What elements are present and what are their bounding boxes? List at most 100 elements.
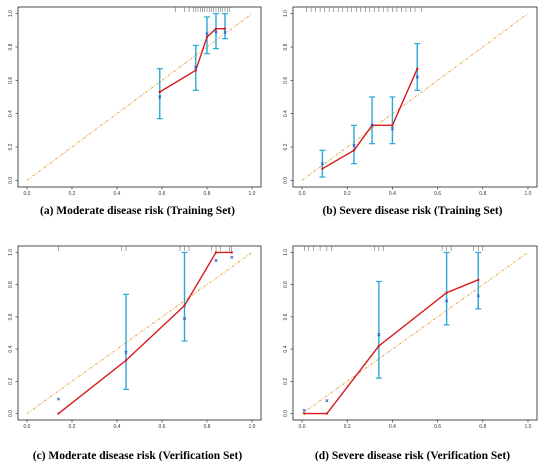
corrected-mark-stroke xyxy=(445,299,449,303)
corrected-point xyxy=(390,127,394,131)
observed-line xyxy=(159,28,225,93)
corrected-mark-stroke xyxy=(302,408,306,412)
corrected-point xyxy=(370,123,374,127)
x-tick-label: 0.6 xyxy=(159,424,166,430)
panel-d: 0.0 0.0 0.2 0.2 0.4 0.4 0.6 0.6 0.8 0.8 1.0 1.0 (d)… xyxy=(275,237,550,471)
x-tick-label: 0.2 xyxy=(69,424,76,430)
reference-line xyxy=(301,252,529,414)
corrected-point xyxy=(158,95,162,99)
y-tick-label: 0.6 xyxy=(283,313,289,320)
corrected-point xyxy=(320,162,324,166)
x-tick-label: 0.0 xyxy=(299,424,306,430)
panel-b: 0.0 0.0 0.2 0.2 0.4 0.4 0.6 0.6 0.8 0.8 1.0 1.0 (b)… xyxy=(275,0,550,234)
plot-frame xyxy=(292,245,538,421)
y-tick-label: 0.2 xyxy=(8,378,14,385)
corrected-point xyxy=(415,75,419,79)
observed-point xyxy=(205,35,209,39)
corrected-mark-stroke xyxy=(320,162,324,166)
y-tick-label: 0.8 xyxy=(8,281,14,288)
x-tick-label: 0.4 xyxy=(114,424,121,430)
corrected-point xyxy=(230,255,234,259)
y-tick-label: 0.0 xyxy=(283,410,289,417)
y-tick-label: 0.8 xyxy=(8,43,14,50)
x-tick-label: 1.0 xyxy=(524,191,531,197)
observed-point xyxy=(214,251,218,254)
reference-line xyxy=(301,13,529,181)
corrected-point xyxy=(302,408,306,412)
observed-point xyxy=(223,27,227,30)
y-tick-label: 0.0 xyxy=(8,410,14,417)
y-tick-label: 0.6 xyxy=(8,77,14,84)
calibration-plot-c: 0.0 0.0 0.2 0.2 0.4 0.4 0.6 0.6 0.8 0.8 1.0 1.0 xyxy=(8,245,262,430)
corrected-point xyxy=(214,258,218,263)
x-tick-label: 0.6 xyxy=(434,424,441,430)
caption-a: (a) Moderate disease risk (Training Set) xyxy=(40,205,235,217)
y-tick-label: 0.6 xyxy=(8,313,14,320)
y-tick-label: 0.0 xyxy=(8,177,14,184)
observed-point xyxy=(230,251,233,254)
plot-frame xyxy=(17,245,262,421)
y-tick-label: 0.8 xyxy=(283,43,289,50)
corrected-mark-stroke xyxy=(230,255,234,259)
x-tick-label: 0.6 xyxy=(159,191,166,197)
observed-point xyxy=(477,278,480,282)
corrected-mark-stroke xyxy=(325,399,329,403)
calibration-plot-d: 0.0 0.0 0.2 0.2 0.4 0.4 0.6 0.6 0.8 0.8 1.0 1.0 xyxy=(283,245,538,430)
y-tick-label: 0.4 xyxy=(8,345,14,352)
calibration-plot-b: 0.0 0.0 0.2 0.2 0.4 0.4 0.6 0.6 0.8 0.8 1.0 1.0 xyxy=(283,6,538,197)
corrected-mark-stroke xyxy=(124,350,128,354)
x-tick-label: 0.4 xyxy=(114,191,121,197)
caption-b: (b) Severe disease risk (Training Set) xyxy=(322,205,503,217)
corrected-mark-stroke xyxy=(158,95,162,99)
x-tick-label: 1.0 xyxy=(524,424,531,430)
panel-c: 0.0 0.0 0.2 0.2 0.4 0.4 0.6 0.6 0.8 0.8 1.0 1.0 (c)… xyxy=(0,237,275,471)
corrected-point xyxy=(56,397,61,401)
y-tick-label: 0.6 xyxy=(283,77,289,84)
x-tick-label: 1.0 xyxy=(249,424,256,430)
observed-point xyxy=(124,359,128,362)
x-tick-label: 0.2 xyxy=(344,191,351,197)
corrected-mark-stroke xyxy=(370,123,374,127)
corrected-mark-stroke xyxy=(182,316,187,321)
observed-line xyxy=(322,68,418,170)
corrected-point xyxy=(352,143,356,147)
observed-point xyxy=(445,291,448,294)
corrected-point xyxy=(194,65,198,69)
observed-point xyxy=(325,412,329,415)
observed-line xyxy=(58,251,232,415)
corrected-mark-stroke xyxy=(56,397,61,401)
x-tick-label: 0.8 xyxy=(204,191,211,197)
x-tick-label: 1.0 xyxy=(249,191,256,197)
x-tick-label: 0.4 xyxy=(389,191,396,197)
y-tick-label: 0.2 xyxy=(283,143,289,150)
observed-point xyxy=(214,27,218,30)
corrected-point xyxy=(325,399,329,403)
y-tick-label: 0.2 xyxy=(8,143,14,150)
observed-point xyxy=(377,344,381,348)
x-tick-label: 0.0 xyxy=(299,191,306,197)
calibration-plot-a: 0.0 0.0 0.2 0.2 0.4 0.4 0.6 0.6 0.8 0.8 1.0 1.0 xyxy=(8,6,262,197)
corrected-mark-stroke xyxy=(223,30,227,34)
corrected-mark-stroke xyxy=(214,30,218,34)
corrected-mark-stroke xyxy=(214,258,218,263)
y-tick-label: 0.4 xyxy=(283,110,289,117)
observed-point xyxy=(183,304,186,307)
corrected-mark-stroke xyxy=(194,65,198,69)
x-tick-label: 0.0 xyxy=(24,424,31,430)
corrected-mark-stroke xyxy=(415,75,419,79)
corrected-point xyxy=(476,294,480,298)
observed-point xyxy=(352,149,356,152)
corrected-mark-stroke xyxy=(352,143,356,147)
corrected-point xyxy=(445,299,449,303)
y-tick-label: 0.4 xyxy=(283,345,289,352)
x-tick-label: 0.2 xyxy=(344,424,351,430)
caption-c: (c) Moderate disease risk (Verification … xyxy=(32,450,243,462)
corrected-point xyxy=(124,350,128,354)
corrected-mark-stroke xyxy=(205,32,209,36)
corrected-point xyxy=(214,30,218,34)
observed-point xyxy=(391,124,394,127)
corrected-point xyxy=(205,32,209,36)
observed-point xyxy=(321,167,324,170)
y-tick-label: 0.4 xyxy=(8,110,14,117)
observed-point xyxy=(57,412,60,415)
